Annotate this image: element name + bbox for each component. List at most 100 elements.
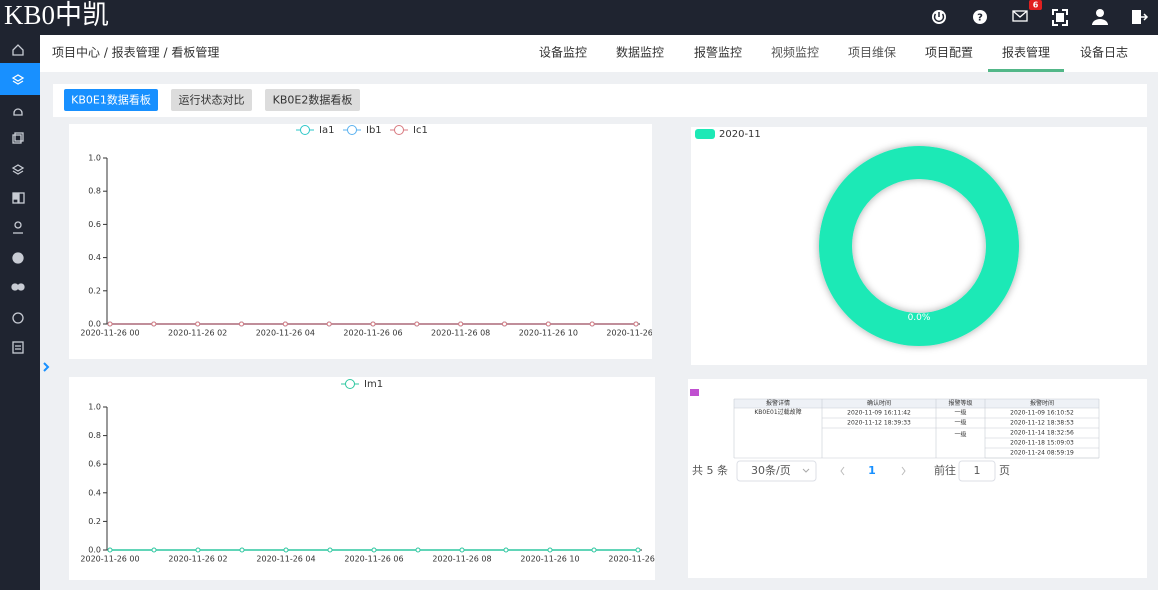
- page-size[interactable]: 30条/页: [751, 463, 791, 477]
- point: [151, 321, 157, 327]
- table-cell: 2020-11-14 18:32:56: [1010, 430, 1074, 437]
- point: [633, 321, 639, 327]
- goto-page[interactable]: 1: [974, 464, 981, 477]
- top-bar: [0, 0, 1158, 35]
- legend-label[interactable]: 2020-11: [719, 129, 761, 140]
- y-tick-label: 0.0: [88, 320, 101, 329]
- donut-segment: [819, 146, 1019, 346]
- nav-tab[interactable]: 报警监控: [694, 45, 742, 60]
- tab-label[interactable]: KB0E1数据看板: [71, 93, 151, 107]
- export-icon[interactable]: [690, 389, 699, 396]
- badge: [1029, 0, 1042, 10]
- nav-tab[interactable]: 数据监控: [616, 45, 664, 60]
- table-header: 报警等级: [948, 399, 972, 407]
- point: [370, 321, 376, 327]
- y-tick-label: 0.6: [88, 220, 101, 229]
- y-tick-label: 0.4: [88, 488, 101, 497]
- nav-bar: [40, 35, 1158, 72]
- x-tick-label: 2020-11-26 10: [520, 555, 579, 564]
- x-tick-label: 2020-11-26 12: [608, 555, 667, 564]
- goto-label: 前往: [934, 463, 956, 477]
- nav-tab[interactable]: 报表管理: [1002, 45, 1050, 60]
- expand-arrow[interactable]: [43, 362, 50, 372]
- point: [239, 547, 245, 553]
- point: [107, 547, 113, 553]
- nav-tab[interactable]: 项目维保: [848, 46, 896, 60]
- goto-input[interactable]: [958, 460, 996, 482]
- table-cell: 2020-11-09 16:10:52: [1010, 410, 1074, 417]
- point: [195, 321, 201, 327]
- next-page[interactable]: [901, 466, 906, 476]
- prev-page[interactable]: [840, 466, 845, 476]
- point: [547, 547, 553, 553]
- point: [503, 547, 509, 553]
- card: [69, 124, 652, 359]
- y-tick-label: 0.2: [88, 517, 101, 526]
- sidebar-icons[interactable]: [11, 44, 25, 354]
- tab-button[interactable]: [265, 89, 360, 111]
- point: [502, 321, 507, 327]
- point: [591, 547, 597, 553]
- x-tick-label: 2020-11-26 08: [431, 329, 490, 338]
- y-tick-label: 0.6: [88, 460, 101, 469]
- nav-tab[interactable]: 设备监控: [539, 46, 587, 60]
- table-cell: 2020-11-12 18:39:33: [847, 420, 911, 427]
- tab-button[interactable]: [64, 89, 158, 111]
- select-arrow[interactable]: [802, 468, 810, 473]
- point: [282, 321, 288, 327]
- y-tick-label: 0.8: [88, 187, 101, 196]
- table-cell: 2020-11-12 18:38:53: [1010, 420, 1074, 427]
- logo: KB0中凯: [4, 0, 109, 30]
- y-tick-label: 0.0: [88, 546, 101, 555]
- table-cell: 2020-11-18 15:09:03: [1010, 440, 1074, 447]
- y-tick-label: 0.2: [88, 286, 101, 295]
- nav-tab[interactable]: 设备日志: [1080, 46, 1128, 60]
- legend-label[interactable]: Ib1: [366, 125, 382, 136]
- chart-1: 0.0 0.2 0.4 0.6 0.8 1.0 2020-11-26 00 2020-11-2…: [80, 125, 665, 338]
- point: [239, 321, 244, 327]
- tab-label[interactable]: KB0E2数据看板: [273, 93, 353, 107]
- legend-swatch[interactable]: [695, 129, 715, 139]
- table-header: 报警详情: [766, 399, 790, 407]
- legend-marker[interactable]: [394, 125, 404, 135]
- legend-marker[interactable]: [345, 379, 355, 389]
- total-count: 共 5 条: [692, 463, 728, 477]
- x-tick-label: 2020-11-26 06: [343, 329, 402, 338]
- point: [545, 321, 551, 327]
- tab-button[interactable]: [171, 89, 252, 111]
- point: [458, 321, 464, 327]
- x-tick-label: 2020-11-26 00: [80, 555, 139, 564]
- legend-marker[interactable]: [347, 125, 357, 135]
- current-page[interactable]: 1: [868, 464, 876, 477]
- point: [195, 547, 201, 553]
- point: [459, 547, 465, 553]
- table-cell: 2020-11-09 16:11:42: [847, 410, 911, 417]
- header-icons[interactable]: ?: [932, 9, 1149, 26]
- legend-label[interactable]: Ia1: [319, 125, 334, 136]
- page-size-select[interactable]: [736, 460, 817, 482]
- x-tick-label: 2020-11-26 00: [80, 329, 139, 338]
- donut-label: 0.0%: [908, 313, 931, 323]
- y-tick-label: 1.0: [88, 403, 101, 412]
- nav-tab[interactable]: 项目配置: [925, 46, 973, 60]
- badge-count: 6: [1033, 1, 1039, 10]
- point: [371, 547, 377, 553]
- x-tick-label: 2020-11-26 08: [432, 555, 491, 564]
- chart-2: 0.0 0.2 0.4 0.6 0.8 1.0 2020-11-26 00 2020-11-2…: [80, 379, 667, 564]
- sidebar: [0, 35, 40, 590]
- tab-label[interactable]: 运行状态对比: [179, 93, 245, 107]
- table-header: 确认时间: [867, 399, 891, 407]
- breadcrumb: 项目中心 / 报表管理 / 看板管理: [52, 45, 219, 60]
- table-cell: 一级: [954, 431, 966, 439]
- table-cell: 2020-11-24 08:59:19: [1010, 450, 1074, 457]
- point: [635, 547, 641, 553]
- legend-label[interactable]: Ic1: [413, 125, 428, 136]
- legend-marker[interactable]: [300, 125, 310, 135]
- legend-label[interactable]: Im1: [364, 379, 383, 390]
- x-tick-label: 2020-11-26 12: [606, 329, 665, 338]
- nav-tab[interactable]: 视频监控: [771, 45, 819, 60]
- point: [326, 321, 332, 327]
- y-tick-label: 1.0: [88, 154, 101, 163]
